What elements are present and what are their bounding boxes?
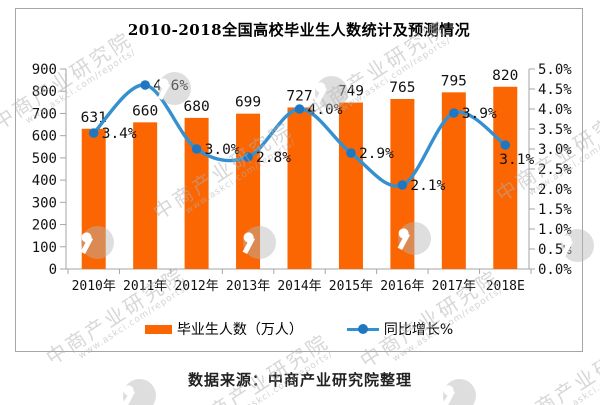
bar-series-swatch <box>144 324 172 334</box>
bar-2018E <box>493 86 518 270</box>
line-marker-2015年 <box>346 148 356 158</box>
bar-value-label: 727 <box>286 88 312 104</box>
bar-2014年 <box>287 107 312 269</box>
bar-value-label: 795 <box>441 73 467 89</box>
right-axis-tick-label: 2.0% <box>538 182 572 198</box>
x-axis-category-label: 2011年 <box>123 279 167 294</box>
line-marker-dot <box>357 324 368 334</box>
line-marker-2017年 <box>449 108 459 118</box>
right-axis-tick-label: 1.0% <box>538 222 572 238</box>
legend-line-label: 同比增长% <box>383 322 454 338</box>
line-marker-2011年 <box>140 80 150 90</box>
line-marker-2013年 <box>243 152 253 162</box>
x-axis-category-label: 2013年 <box>226 279 270 294</box>
right-axis-tick-label: 4.5% <box>538 82 572 98</box>
left-axis-tick-label: 600 <box>32 129 57 145</box>
growth-value-label: 3.4% <box>102 126 137 142</box>
line-marker-2016年 <box>397 180 408 190</box>
legend-item-graduates: 毕业生人数（万人） <box>144 319 303 339</box>
bar-value-label: 631 <box>81 110 107 126</box>
right-axis-tick-label: 3.0% <box>538 142 572 158</box>
left-axis-tick-label: 200 <box>32 218 57 234</box>
line-series-swatch <box>346 324 379 334</box>
bar-2015年 <box>338 102 363 269</box>
x-axis-category-label: 2012年 <box>174 279 218 294</box>
line-marker-2014年 <box>294 104 305 114</box>
growth-value-label: 2.9% <box>359 146 394 162</box>
right-axis-tick-label: 0.0% <box>538 262 572 278</box>
left-axis-tick-label: 400 <box>32 173 57 189</box>
right-axis-tick-label: 0.5% <box>538 242 572 258</box>
bar-value-label: 680 <box>184 99 210 115</box>
bar-value-label: 749 <box>338 84 364 100</box>
x-axis-category-label: 2018E <box>486 279 525 294</box>
combo-chart: 0 100 200 300 400 500 600 700 800 900 0.0% 0.5% 1.0%… <box>32 62 573 294</box>
x-axis-category-label: 2010年 <box>72 279 116 294</box>
right-axis-tick-label: 4.0% <box>538 102 572 118</box>
growth-value-label: 4.6% <box>153 78 188 94</box>
growth-value-label: 4.0% <box>308 102 343 118</box>
bar-2013年 <box>236 113 261 270</box>
left-axis-tick-label: 700 <box>32 106 57 122</box>
left-axis-tick-label: 900 <box>32 62 57 78</box>
bar-2011年 <box>133 122 158 269</box>
bar-value-label: 660 <box>132 103 158 119</box>
legend: 毕业生人数（万人） 同比增长% <box>16 319 582 339</box>
growth-value-label: 2.8% <box>256 150 291 166</box>
left-axis-tick-label: 500 <box>32 151 57 167</box>
bar-value-label: 699 <box>235 95 261 111</box>
x-axis-category-label: 2017年 <box>432 279 476 294</box>
left-axis-tick-label: 300 <box>32 195 57 211</box>
legend-bar-label: 毕业生人数（万人） <box>176 322 303 338</box>
left-axis-tick-label: 0 <box>49 262 57 278</box>
growth-value-label: 3.0% <box>205 142 240 158</box>
right-axis-tick-label: 3.5% <box>538 122 572 138</box>
right-axis-tick-label: 1.5% <box>538 202 572 218</box>
growth-value-label: 3.1% <box>499 152 534 168</box>
growth-value-label: 3.9% <box>462 106 497 122</box>
data-source-note: 数据来源：中商产业研究院整理 <box>187 371 412 389</box>
bar-value-label: 765 <box>389 80 415 96</box>
line-marker-2018E <box>500 140 511 150</box>
chart-title: 2010-2018全国高校毕业生人数统计及预测情况 <box>127 21 471 39</box>
bar-2010年 <box>81 128 106 269</box>
x-axis-category-label: 2016年 <box>380 279 424 294</box>
x-axis-category-label: 2014年 <box>277 279 321 294</box>
right-axis-tick-label: 5.0% <box>538 62 572 78</box>
bar-value-label: 820 <box>492 68 518 84</box>
legend-item-growth: 同比增长% <box>346 319 454 339</box>
left-axis-tick-label: 800 <box>32 84 57 100</box>
line-marker-2012年 <box>191 144 202 154</box>
growth-value-label: 2.1% <box>410 178 445 194</box>
x-axis-category-label: 2015年 <box>329 279 373 294</box>
chart-panel: 2010-2018全国高校毕业生人数统计及预测情况 0 100 200 300 400 5… <box>15 8 583 352</box>
left-axis-tick-label: 100 <box>32 240 57 256</box>
right-axis-tick-label: 2.5% <box>538 162 572 178</box>
line-marker-2010年 <box>88 128 99 138</box>
